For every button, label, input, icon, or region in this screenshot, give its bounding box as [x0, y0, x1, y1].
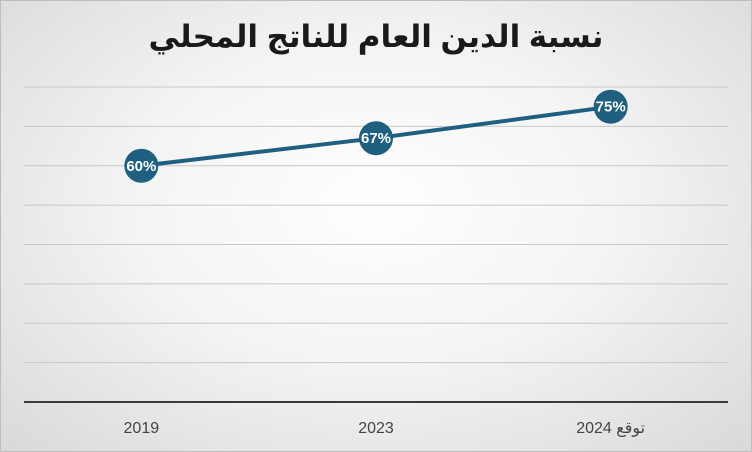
x-tick-label: 2019: [124, 420, 160, 437]
data-point: [593, 89, 628, 124]
data-label: 75%: [596, 99, 626, 116]
data-label: 60%: [126, 158, 156, 175]
x-tick-label: 2024 توقع: [576, 420, 645, 438]
data-point: [359, 121, 393, 156]
data-point: [124, 148, 159, 183]
chart-title: نسبة الدين العام للناتج المحلي: [148, 19, 604, 54]
data-label: 67%: [361, 130, 391, 147]
x-tick-label: 2023: [358, 420, 394, 437]
